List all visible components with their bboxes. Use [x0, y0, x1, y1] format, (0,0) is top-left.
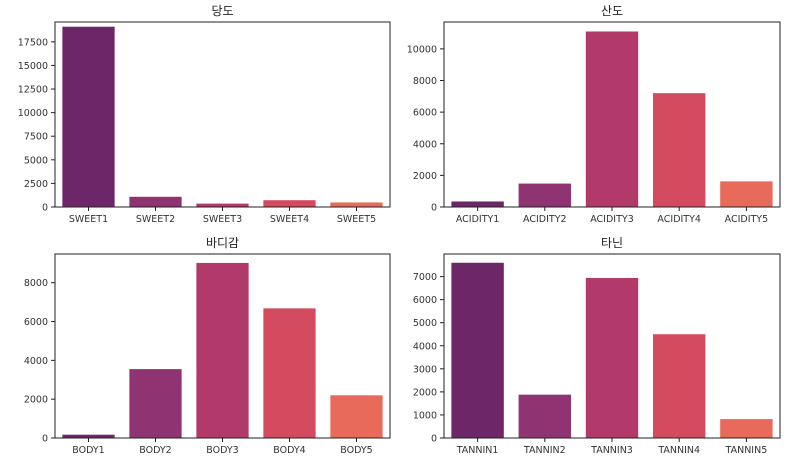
- x-tick-label: TANNIN2: [523, 445, 566, 456]
- bar-sweet4: [263, 200, 316, 207]
- x-tick-label: BODY2: [139, 445, 171, 456]
- chart-panel-4: TANNIN1 TANNIN2 TANNIN3 TANNIN4 TANNIN5 0 1000…: [413, 236, 781, 456]
- x-tick-label: SWEET1: [69, 214, 108, 225]
- y-tick-label: 0: [431, 203, 437, 214]
- y-tick-label: 8000: [413, 76, 437, 87]
- y-tick-label: 5000: [24, 155, 48, 166]
- bar-sweet5: [330, 202, 383, 207]
- y-tick-label: 10000: [407, 44, 437, 55]
- bar-acidity1: [451, 201, 504, 207]
- y-tick-label: 10000: [18, 108, 48, 119]
- y-tick-label: 3000: [413, 364, 437, 375]
- bar-sweet3: [196, 203, 249, 207]
- y-tick-label: 4000: [413, 139, 437, 150]
- x-tick-label: SWEET3: [203, 214, 242, 225]
- y-tick-label: 6000: [413, 108, 437, 119]
- chart-title: 당도: [211, 4, 233, 18]
- x-tick-label: ACIDITY1: [456, 214, 500, 225]
- y-tick-label: 6000: [413, 295, 437, 306]
- bar-tannin5: [720, 419, 773, 438]
- y-tick-label: 7500: [24, 132, 48, 143]
- y-tick-label: 2000: [413, 387, 437, 398]
- y-tick-label: 0: [42, 434, 48, 445]
- y-tick-label: 1000: [413, 410, 437, 421]
- y-tick-label: 5000: [413, 318, 437, 329]
- x-tick-label: ACIDITY2: [523, 214, 567, 225]
- y-tick-label: 2000: [413, 171, 437, 182]
- y-tick-label: 4000: [413, 341, 437, 352]
- bar-acidity4: [652, 93, 706, 207]
- x-tick-label: SWEET2: [136, 214, 175, 225]
- bar-body2: [129, 369, 182, 438]
- y-tick-label: 0: [431, 434, 437, 445]
- y-tick-label: 4000: [24, 356, 48, 367]
- chart-panel-2: ACIDITY1 ACIDITY2 ACIDITY3 ACIDITY4 ACIDITY5…: [407, 4, 781, 225]
- x-tick-label: SWEET4: [270, 214, 309, 225]
- y-tick-label: 0: [42, 203, 48, 214]
- bar-body4: [263, 308, 316, 438]
- x-tick-label: BODY5: [340, 445, 372, 456]
- x-tick-label: BODY1: [72, 445, 104, 456]
- y-tick-label: 17500: [18, 37, 48, 48]
- x-tick-label: TANNIN3: [590, 445, 633, 456]
- y-tick-label: 12500: [18, 85, 48, 96]
- y-tick-label: 8000: [24, 278, 48, 289]
- y-tick-label: 6000: [24, 317, 48, 328]
- chart-panel-1: SWEET1 SWEET2 SWEET3 SWEET4 SWEET5 0 2500 5000 7…: [18, 4, 391, 225]
- bar-tannin4: [652, 334, 706, 438]
- bar-body3: [196, 262, 249, 438]
- bar-acidity2: [518, 183, 572, 207]
- y-tick-label: 2000: [24, 395, 48, 406]
- x-tick-label: TANNIN5: [725, 445, 768, 456]
- chart-panel-3: BODY1 BODY2 BODY3 BODY4 BODY5 0 2000 4000 6000 80…: [24, 236, 391, 456]
- y-tick-label: 15000: [18, 61, 48, 72]
- bar-sweet2: [129, 196, 182, 207]
- x-tick-label: SWEET5: [337, 214, 376, 225]
- bar-acidity3: [585, 31, 639, 207]
- x-tick-label: TANNIN4: [657, 445, 700, 456]
- bar-sweet1: [62, 26, 115, 207]
- x-tick-label: BODY4: [273, 445, 305, 456]
- y-tick-label: 7000: [413, 272, 437, 283]
- x-tick-label: ACIDITY3: [590, 214, 634, 225]
- bar-body5: [330, 395, 383, 438]
- chart-title: 산도: [601, 4, 623, 18]
- y-tick-label: 2500: [24, 179, 48, 190]
- bar-body1: [62, 434, 115, 438]
- x-tick-label: BODY3: [206, 445, 238, 456]
- bar-tannin2: [518, 394, 572, 438]
- bar-acidity5: [720, 181, 773, 207]
- x-tick-label: TANNIN1: [456, 445, 499, 456]
- bar-tannin1: [451, 262, 504, 438]
- chart-title: 타닌: [601, 236, 623, 250]
- x-tick-label: ACIDITY5: [725, 214, 769, 225]
- bar-tannin3: [585, 277, 639, 438]
- x-tick-label: ACIDITY4: [657, 214, 701, 225]
- chart-title: 바디감: [206, 236, 239, 250]
